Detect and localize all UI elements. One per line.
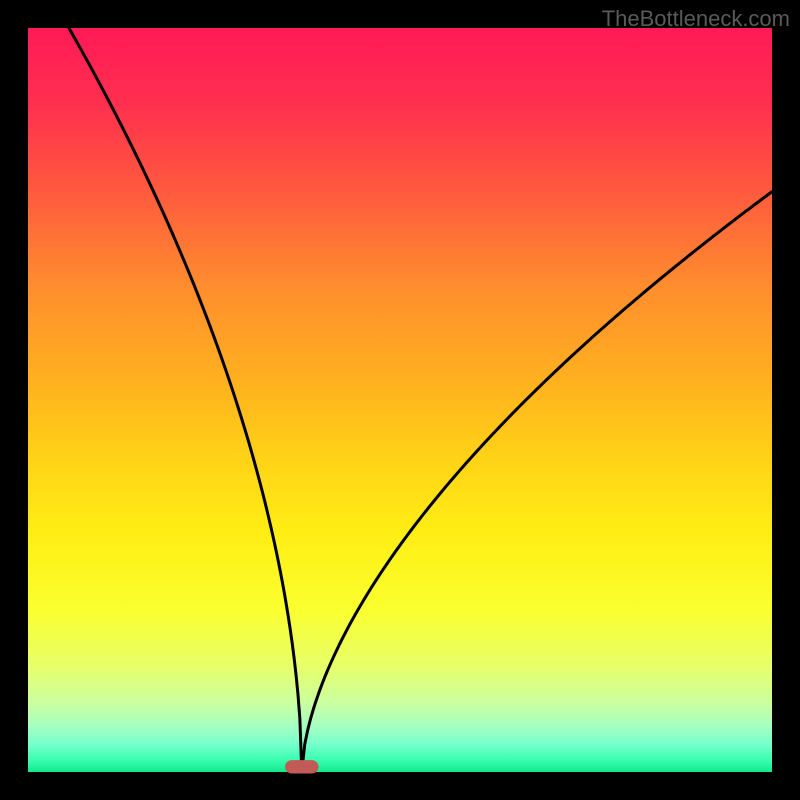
bottleneck-chart — [0, 0, 800, 800]
minimum-marker — [285, 760, 318, 773]
chart-frame: TheBottleneck.com — [0, 0, 800, 800]
plot-background — [28, 28, 772, 772]
